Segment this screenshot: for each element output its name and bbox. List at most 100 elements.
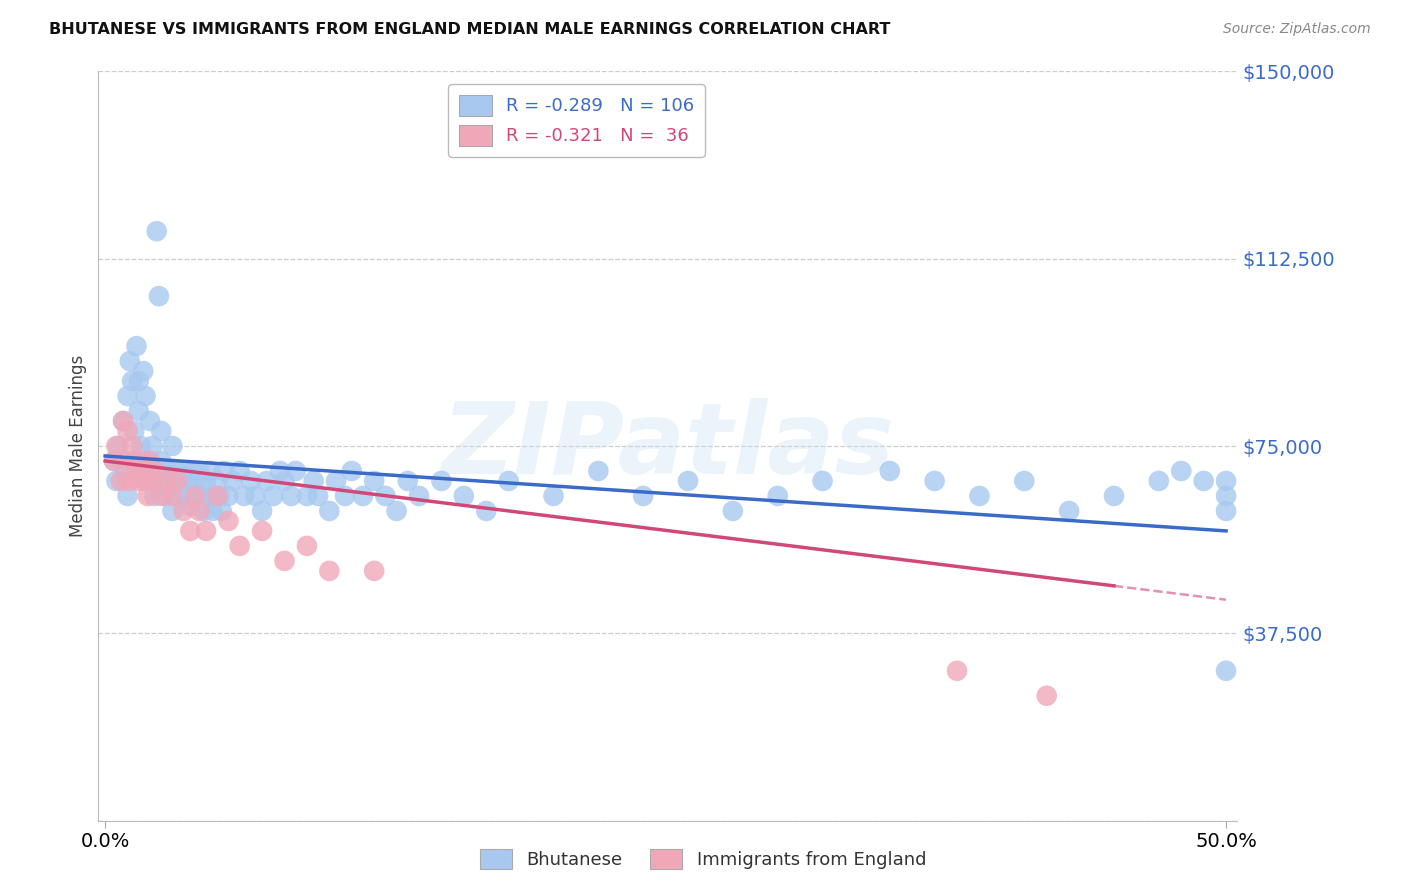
- Point: [174, 489, 197, 503]
- Point: [134, 474, 156, 488]
- Point: [117, 489, 139, 503]
- Point: [250, 524, 273, 538]
- Point: [588, 464, 610, 478]
- Point: [173, 504, 195, 518]
- Point: [302, 474, 325, 488]
- Point: [1192, 474, 1215, 488]
- Point: [129, 454, 152, 468]
- Point: [676, 474, 699, 488]
- Point: [162, 439, 184, 453]
- Point: [166, 464, 188, 478]
- Point: [118, 474, 141, 488]
- Point: [1014, 474, 1036, 488]
- Point: [173, 464, 195, 478]
- Point: [233, 489, 256, 503]
- Point: [148, 289, 170, 303]
- Point: [190, 489, 212, 503]
- Point: [188, 504, 211, 518]
- Point: [141, 439, 163, 453]
- Point: [167, 489, 190, 503]
- Point: [159, 474, 181, 488]
- Point: [212, 464, 235, 478]
- Point: [125, 339, 148, 353]
- Point: [107, 439, 129, 453]
- Point: [228, 539, 250, 553]
- Point: [325, 474, 347, 488]
- Point: [166, 474, 188, 488]
- Point: [121, 439, 143, 453]
- Point: [239, 474, 262, 488]
- Point: [1147, 474, 1170, 488]
- Point: [318, 564, 340, 578]
- Point: [430, 474, 453, 488]
- Point: [110, 474, 132, 488]
- Point: [184, 489, 207, 503]
- Point: [879, 464, 901, 478]
- Point: [177, 474, 200, 488]
- Point: [207, 474, 229, 488]
- Point: [1215, 504, 1237, 518]
- Point: [139, 414, 162, 428]
- Point: [1215, 474, 1237, 488]
- Point: [766, 489, 789, 503]
- Point: [143, 489, 166, 503]
- Point: [124, 424, 146, 438]
- Legend: R = -0.289   N = 106, R = -0.321   N =  36: R = -0.289 N = 106, R = -0.321 N = 36: [449, 84, 706, 156]
- Point: [162, 489, 184, 503]
- Point: [208, 489, 231, 503]
- Point: [946, 664, 969, 678]
- Point: [245, 489, 267, 503]
- Point: [155, 474, 177, 488]
- Point: [195, 524, 218, 538]
- Point: [1215, 664, 1237, 678]
- Point: [475, 504, 498, 518]
- Point: [114, 454, 136, 468]
- Point: [163, 474, 186, 488]
- Text: ZIPatlas: ZIPatlas: [441, 398, 894, 494]
- Point: [162, 504, 184, 518]
- Point: [385, 504, 408, 518]
- Point: [924, 474, 946, 488]
- Point: [363, 564, 385, 578]
- Point: [156, 464, 179, 478]
- Point: [179, 499, 201, 513]
- Point: [222, 474, 245, 488]
- Point: [363, 474, 385, 488]
- Point: [295, 489, 318, 503]
- Point: [217, 514, 239, 528]
- Point: [340, 464, 363, 478]
- Point: [181, 464, 204, 478]
- Point: [143, 464, 166, 478]
- Point: [105, 474, 128, 488]
- Point: [1215, 489, 1237, 503]
- Point: [139, 454, 162, 468]
- Point: [129, 464, 152, 478]
- Point: [273, 474, 295, 488]
- Point: [200, 464, 222, 478]
- Point: [280, 489, 302, 503]
- Point: [117, 389, 139, 403]
- Point: [134, 389, 156, 403]
- Point: [124, 454, 146, 468]
- Point: [152, 474, 174, 488]
- Point: [1170, 464, 1192, 478]
- Point: [128, 374, 150, 388]
- Point: [352, 489, 374, 503]
- Point: [128, 474, 150, 488]
- Point: [155, 489, 177, 503]
- Point: [721, 504, 744, 518]
- Point: [228, 464, 250, 478]
- Point: [201, 504, 224, 518]
- Point: [207, 489, 229, 503]
- Point: [211, 504, 233, 518]
- Point: [179, 524, 201, 538]
- Point: [217, 489, 239, 503]
- Text: Source: ZipAtlas.com: Source: ZipAtlas.com: [1223, 22, 1371, 37]
- Point: [318, 504, 340, 518]
- Point: [195, 474, 218, 488]
- Point: [184, 489, 207, 503]
- Point: [543, 489, 565, 503]
- Point: [150, 489, 173, 503]
- Point: [125, 464, 148, 478]
- Point: [498, 474, 520, 488]
